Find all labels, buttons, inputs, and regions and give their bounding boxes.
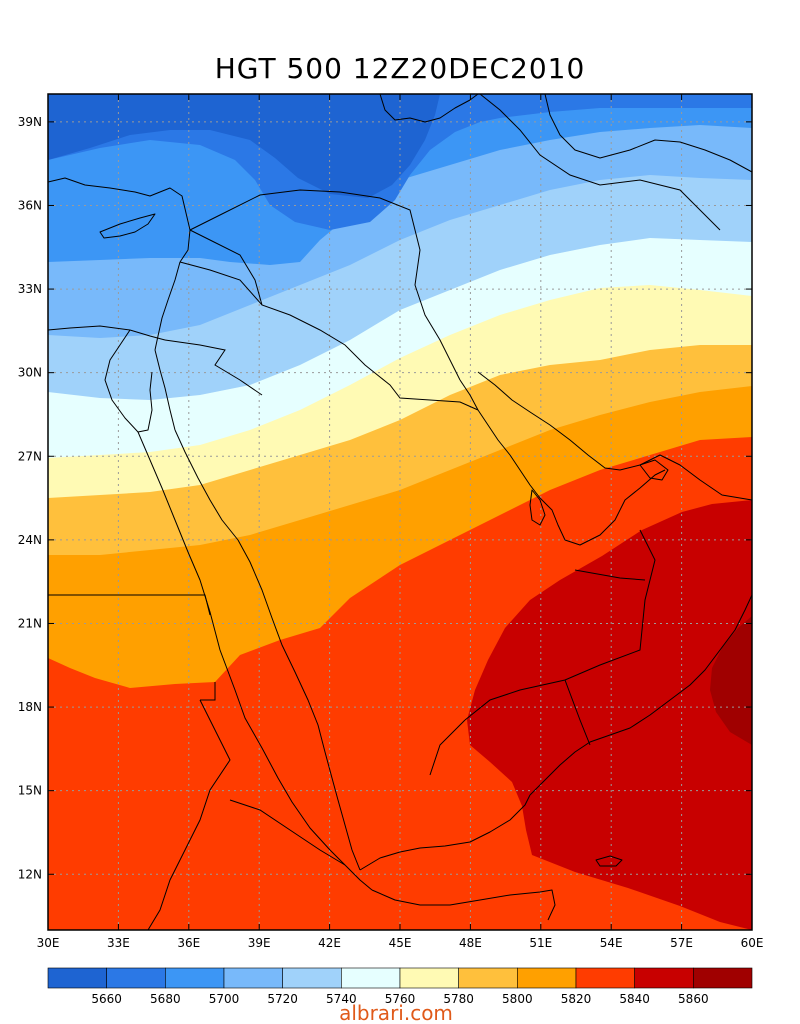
colorbar-label: 5760 xyxy=(385,992,416,1006)
band-5840-5860 xyxy=(467,500,752,930)
longitude-ticks: 30E 33E 36E 39E 42E 45E 48E 51E 54E 57E 60E xyxy=(37,94,764,950)
colorbar-swatch xyxy=(517,967,577,989)
lat-tick-label: 36N xyxy=(18,198,42,212)
lat-tick-label: 12N xyxy=(18,867,42,881)
watermark-text: albrari.com xyxy=(339,1001,453,1024)
lat-tick-label: 18N xyxy=(18,700,42,714)
lat-tick-label: 15N xyxy=(18,784,42,798)
colorbar: 5660 5680 5700 5720 5740 5760 5780 5800 5820 5840… xyxy=(47,967,753,1006)
lat-tick-label: 24N xyxy=(18,533,42,547)
lat-tick-label: 27N xyxy=(18,449,42,463)
colorbar-swatch xyxy=(399,967,459,989)
band-below-5660 xyxy=(48,94,380,112)
lon-tick-label: 33E xyxy=(107,936,130,950)
colorbar-label: 5720 xyxy=(267,992,298,1006)
colorbar-swatch xyxy=(693,967,753,989)
colorbar-swatch xyxy=(341,967,401,989)
colorbar-label: 5860 xyxy=(678,992,709,1006)
lon-tick-label: 30E xyxy=(37,936,60,950)
colorbar-label: 5680 xyxy=(150,992,181,1006)
lon-tick-label: 42E xyxy=(318,936,341,950)
country-borders xyxy=(48,94,721,930)
lat-tick-label: 33N xyxy=(18,282,42,296)
colorbar-label: 5820 xyxy=(561,992,592,1006)
colorbar-swatch xyxy=(223,967,283,989)
colorbar-swatch xyxy=(575,967,635,989)
lat-tick-label: 21N xyxy=(18,616,42,630)
coastlines xyxy=(48,94,752,921)
chart-title: HGT 500 12Z20DEC2010 xyxy=(215,52,586,85)
lat-tick-label: 39N xyxy=(18,115,42,129)
lon-tick-label: 45E xyxy=(389,936,412,950)
colorbar-label: 5700 xyxy=(209,992,240,1006)
colorbar-label: 5740 xyxy=(326,992,357,1006)
lon-tick-label: 51E xyxy=(529,936,552,950)
gridlines xyxy=(48,94,752,930)
colorbar-label: 5660 xyxy=(91,992,122,1006)
lat-tick-label: 30N xyxy=(18,366,42,380)
latitude-ticks: 12N 15N 18N 21N 24N 27N 30N 33N 36N 39N xyxy=(18,115,752,881)
colorbar-swatch xyxy=(282,967,342,989)
lon-tick-label: 36E xyxy=(177,936,200,950)
lon-tick-label: 57E xyxy=(670,936,693,950)
lon-tick-label: 60E xyxy=(741,936,764,950)
lon-tick-label: 48E xyxy=(459,936,482,950)
band-5660-5680 xyxy=(48,94,440,198)
band-center-5860 xyxy=(710,616,752,745)
colorbar-label: 5800 xyxy=(502,992,533,1006)
colorbar-swatch xyxy=(634,967,694,989)
colorbar-swatch xyxy=(106,967,166,989)
colorbar-swatch xyxy=(165,967,225,989)
lon-tick-label: 54E xyxy=(600,936,623,950)
colorbar-label: 5780 xyxy=(443,992,474,1006)
colorbar-swatch xyxy=(47,967,107,989)
colorbar-swatch xyxy=(458,967,518,989)
map-plot-area xyxy=(48,94,752,930)
lon-tick-label: 39E xyxy=(248,936,271,950)
colorbar-label: 5840 xyxy=(619,992,650,1006)
